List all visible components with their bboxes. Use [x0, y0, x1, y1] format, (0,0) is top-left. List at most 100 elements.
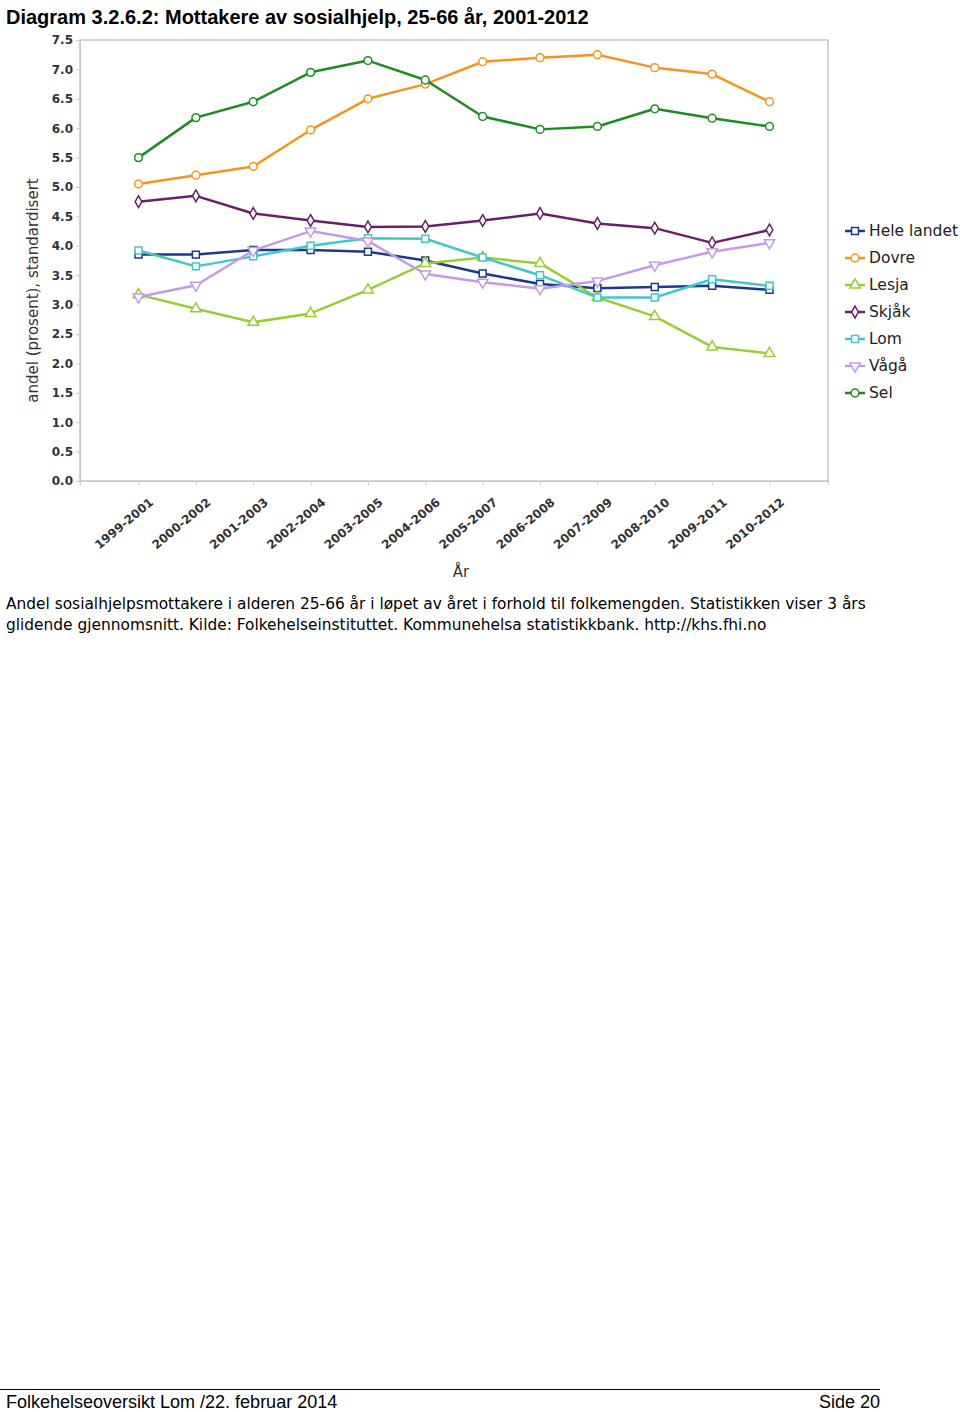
series-marker	[650, 262, 661, 271]
series-line	[139, 238, 770, 297]
series-marker	[477, 251, 488, 260]
y-tick-mark	[76, 216, 80, 217]
legend: Hele landetDovreLesjaSkjåkLomVågåSel	[845, 222, 958, 402]
series-marker	[592, 291, 603, 300]
y-tick-mark	[76, 452, 80, 453]
series-marker	[537, 272, 544, 279]
series-marker	[536, 125, 544, 133]
legend-marker	[852, 336, 859, 343]
series-marker	[135, 196, 142, 208]
y-tick-mark	[76, 158, 80, 159]
y-tick-label: 2.5	[52, 327, 73, 341]
series-marker	[766, 98, 774, 106]
series-marker	[192, 114, 200, 122]
y-axis-line	[76, 41, 81, 482]
x-tick: 2003-2005	[322, 481, 386, 552]
y-tick: 0.0	[52, 474, 80, 488]
series-marker	[536, 54, 544, 62]
series-marker	[594, 218, 601, 230]
y-tick: 0.5	[52, 445, 80, 459]
y-tick: 5.5	[52, 151, 80, 165]
legend-label: Dovre	[869, 249, 915, 267]
y-tick-label: 6.5	[52, 92, 73, 106]
y-tick-label: 6.0	[52, 122, 73, 136]
x-axis-title: År	[453, 562, 470, 581]
y-tick-mark	[76, 334, 80, 335]
series-marker	[479, 270, 486, 277]
series-marker	[479, 113, 487, 121]
series-marker	[766, 123, 774, 131]
x-tick-mark	[368, 481, 369, 485]
legend-marker	[851, 254, 859, 262]
series-marker	[707, 249, 718, 258]
series-marker	[305, 307, 316, 316]
x-tick-label: 2007-2009	[551, 495, 615, 552]
series-marker	[651, 64, 659, 72]
series-marker	[363, 238, 374, 247]
y-tick-mark	[76, 422, 80, 423]
x-tick: 2006-2008	[494, 481, 558, 552]
series-marker	[135, 154, 143, 162]
y-tick-label: 5.0	[52, 180, 73, 194]
y-tick-mark	[76, 305, 80, 306]
series-marker	[709, 276, 716, 283]
x-tick-mark	[425, 481, 426, 485]
y-tick: 3.5	[52, 269, 80, 283]
x-tick-mark	[597, 481, 598, 485]
x-tick-mark	[540, 481, 541, 485]
y-tick: 6.5	[52, 92, 80, 106]
x-tick-label: 2004-2006	[379, 495, 443, 552]
x-tick-label: 2010-2012	[723, 495, 787, 552]
x-tick-mark	[139, 481, 140, 485]
y-tick-mark	[76, 481, 80, 482]
series-marker	[708, 114, 716, 122]
x-tick-label: 1999-2001	[92, 495, 156, 552]
y-tick: 4.0	[52, 239, 80, 253]
y-tick-label: 5.5	[52, 151, 73, 165]
series-marker	[307, 68, 315, 76]
series-marker	[192, 171, 200, 179]
y-tick: 7.0	[52, 63, 80, 77]
series-marker	[593, 51, 601, 59]
y-tick-mark	[76, 128, 80, 129]
series-marker	[249, 98, 257, 106]
x-tick: 2007-2009	[551, 481, 615, 552]
y-tick-mark	[76, 99, 80, 100]
series-line	[139, 231, 770, 297]
y-tick-label: 0.5	[52, 445, 73, 459]
legend-marker	[850, 363, 861, 372]
legend-label: Lom	[869, 330, 902, 348]
x-tick-mark	[253, 481, 254, 485]
series-marker	[537, 208, 544, 220]
y-tick: 1.5	[52, 386, 80, 400]
x-tick-label: 2003-2005	[322, 495, 386, 552]
legend-marker	[850, 279, 861, 288]
x-axis: 1999-20012000-20022001-20032002-20042003…	[81, 481, 829, 552]
series-line	[139, 55, 770, 184]
y-tick-label: 7.5	[52, 33, 73, 47]
series-marker	[535, 286, 546, 295]
series-marker	[135, 247, 142, 254]
series-marker	[192, 190, 199, 202]
x-tick-mark	[655, 481, 656, 485]
y-tick: 5.0	[52, 180, 80, 194]
x-tick: 2009-2011	[666, 481, 730, 552]
legend-label: Vågå	[869, 357, 907, 375]
y-tick-label: 7.0	[52, 63, 73, 77]
series-marker	[421, 76, 429, 84]
legend-label: Hele landet	[869, 222, 958, 240]
series-marker	[135, 180, 143, 188]
series-marker	[305, 228, 316, 237]
series-marker	[307, 215, 314, 227]
series-marker	[191, 303, 202, 312]
series-marker	[191, 282, 202, 291]
y-tick-label: 1.5	[52, 386, 73, 400]
series-marker	[764, 347, 775, 356]
y-tick-mark	[76, 187, 80, 188]
series-marker	[133, 294, 144, 303]
x-tick-label: 2000-2002	[150, 495, 214, 552]
legend-label: Skjåk	[869, 303, 911, 321]
x-tick-label: 2002-2004	[264, 495, 328, 552]
legend-marker	[852, 228, 859, 235]
y-tick: 2.0	[52, 357, 80, 371]
